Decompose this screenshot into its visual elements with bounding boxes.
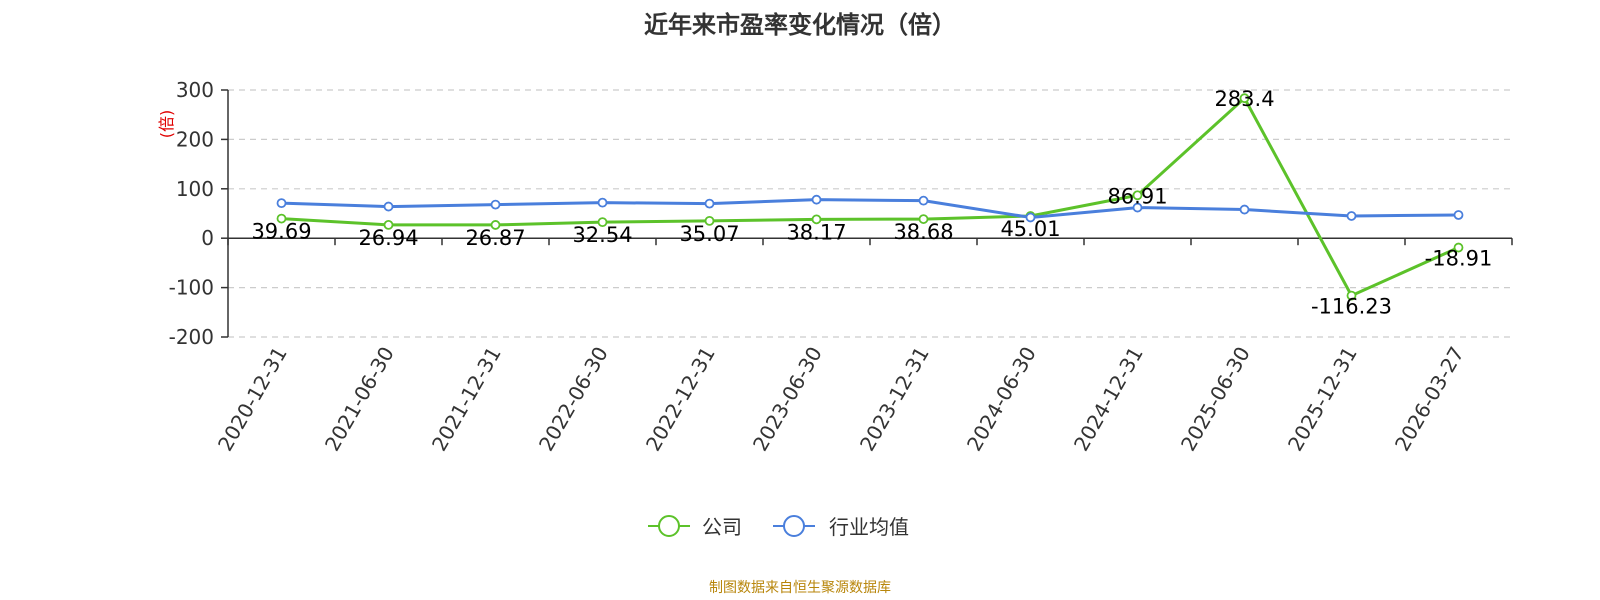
y-tick-label: 300 — [176, 78, 214, 102]
data-point — [1453, 210, 1464, 220]
series-line-1 — [281, 198, 1459, 219]
y-tick-label: -100 — [169, 276, 214, 300]
x-tick-label: 2023-06-30 — [748, 343, 827, 456]
x-tick-label: 2022-06-30 — [534, 343, 613, 456]
y-tick-label: 100 — [176, 177, 214, 201]
legend-marker — [658, 515, 680, 537]
data-point — [918, 195, 929, 206]
x-tick-label: 2025-12-31 — [1283, 343, 1362, 456]
data-label: 86.91 — [1107, 184, 1167, 208]
legend[interactable]: 公司 行业均值 — [648, 515, 909, 539]
data-point — [276, 213, 287, 224]
gridlines — [228, 89, 1512, 338]
data-label: 26.87 — [465, 226, 525, 250]
series-line-0 — [281, 96, 1460, 298]
data-label: -116.23 — [1311, 295, 1392, 319]
data-point — [918, 214, 929, 224]
y-tick-labels: 300 200 100 0 -100 -200 — [169, 78, 214, 349]
data-point — [1453, 242, 1464, 253]
data-label: 45.01 — [1000, 217, 1060, 241]
legend-label: 公司 — [702, 515, 742, 539]
data-label: 39.69 — [251, 220, 311, 244]
axes — [221, 89, 1513, 338]
data-label: 26.94 — [358, 226, 418, 250]
data-labels: 39.69 26.94 26.87 32.54 35.07 38.17 38.68 45.01… — [251, 87, 1492, 318]
data-point — [276, 198, 287, 209]
data-point — [1239, 204, 1250, 215]
x-tick-label: 2024-12-31 — [1069, 343, 1148, 456]
data-point — [1132, 190, 1143, 201]
legend-label: 行业均值 — [829, 515, 909, 539]
series-group — [276, 93, 1464, 301]
data-point — [1132, 202, 1143, 213]
data-label: 32.54 — [572, 223, 632, 247]
x-tick-label: 2022-12-31 — [641, 343, 720, 456]
data-label: 38.17 — [786, 220, 846, 244]
chart-title: 近年来市盈率变化情况（倍） — [644, 11, 956, 39]
data-point — [490, 220, 501, 230]
data-point — [1346, 211, 1357, 221]
data-point — [811, 194, 822, 205]
data-label: 35.07 — [679, 222, 739, 246]
x-tick-labels: 2020-12-31 2021-06-30 2021-12-31 2022-06-30… — [213, 343, 1469, 456]
data-point — [383, 201, 394, 212]
data-point — [704, 198, 715, 209]
data-label: -18.91 — [1425, 247, 1493, 271]
y-tick-label: 200 — [176, 127, 214, 151]
data-label: 283.4 — [1214, 87, 1274, 111]
x-tick-label: 2023-12-31 — [855, 343, 934, 456]
y-tick-label: 0 — [201, 226, 214, 250]
x-tick-label: 2021-06-30 — [320, 343, 399, 456]
legend-marker — [783, 515, 805, 537]
legend-item-1[interactable]: 行业均值 — [773, 515, 909, 539]
x-tick-label: 2024-06-30 — [962, 343, 1041, 456]
data-point — [1239, 93, 1250, 104]
y-tick-label: -200 — [169, 325, 214, 349]
data-point — [597, 197, 608, 208]
data-point — [704, 215, 715, 226]
data-point — [490, 199, 501, 210]
data-point — [597, 217, 608, 228]
data-point — [1346, 290, 1357, 301]
x-tick-label: 2025-06-30 — [1176, 343, 1255, 456]
data-point — [1025, 212, 1036, 223]
x-tick-label: 2026-03-27 — [1390, 343, 1469, 456]
x-tick-label: 2020-12-31 — [213, 343, 292, 456]
x-tick-label: 2021-12-31 — [427, 343, 506, 456]
y-axis-label: (倍) — [157, 110, 176, 139]
data-label: 38.68 — [893, 220, 953, 244]
source-note: 制图数据来自恒生聚源数据库 — [709, 580, 891, 596]
data-point — [811, 214, 822, 225]
data-point — [383, 219, 394, 230]
legend-item-0[interactable]: 公司 — [648, 515, 742, 539]
